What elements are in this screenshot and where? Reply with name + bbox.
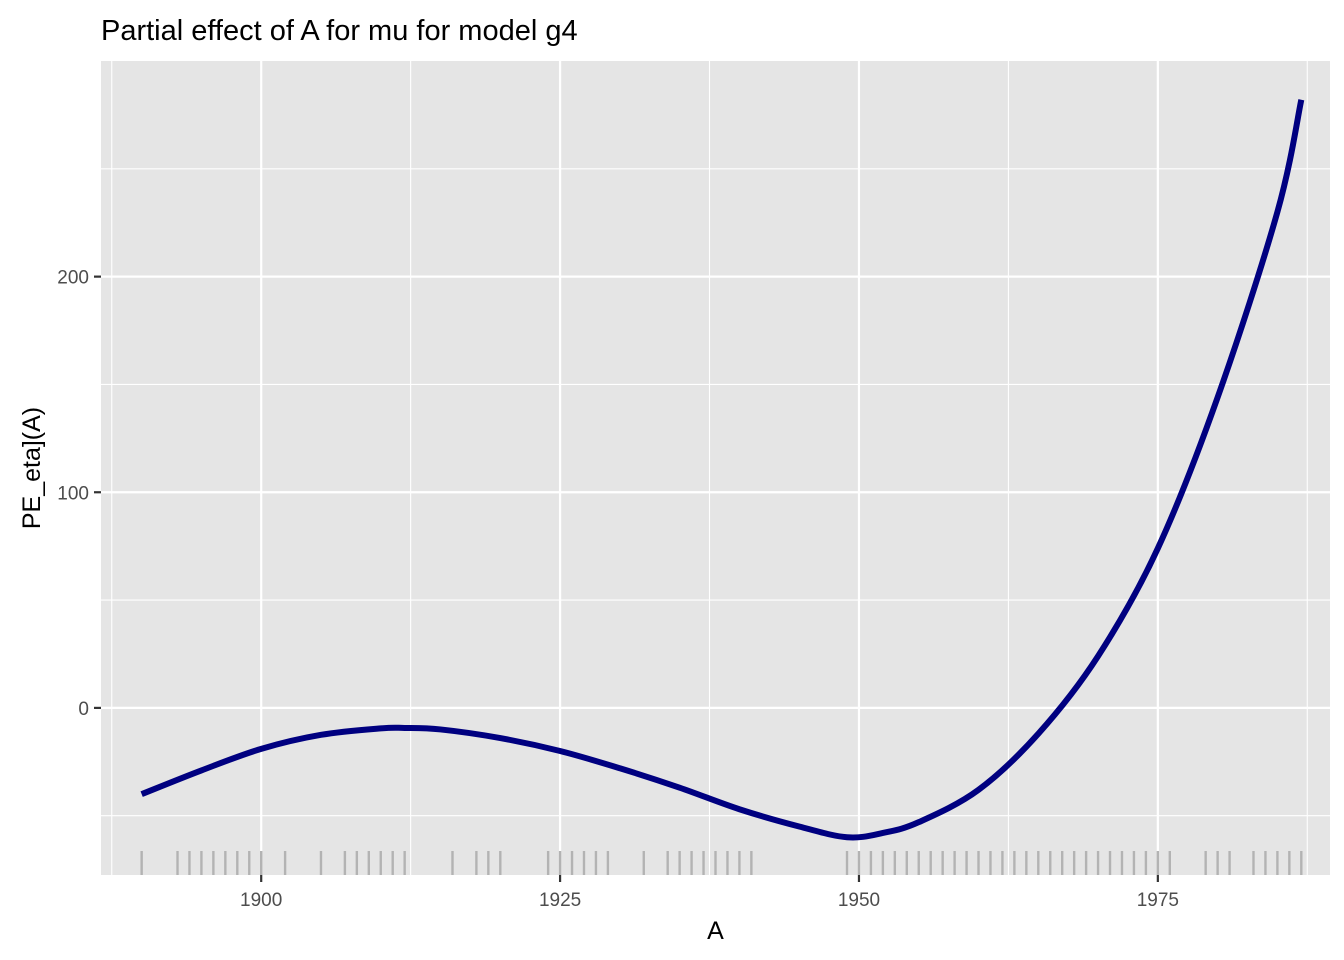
plot-panel: [101, 61, 1330, 875]
minor-gridlines: [101, 61, 1330, 875]
y-axis-title: PE_eta](A): [18, 407, 46, 529]
x-axis: 1900 1925 1950 1975: [240, 875, 1179, 911]
y-axis: 0 100 200: [57, 268, 101, 720]
rug-marks: [140, 851, 1303, 875]
y-tick-label: 200: [57, 268, 89, 289]
x-tick-label: 1900: [240, 890, 282, 911]
x-tick-label: 1950: [838, 890, 880, 911]
major-gridlines: [101, 61, 1330, 875]
x-tick-label: 1925: [539, 890, 581, 911]
y-tick-label: 100: [57, 483, 89, 504]
y-tick-label: 0: [78, 699, 89, 720]
x-tick-label: 1975: [1137, 890, 1179, 911]
chart-title: Partial effect of A for mu for model g4: [101, 15, 578, 47]
effect-line: [140, 99, 1305, 841]
x-axis-title: A: [707, 917, 724, 945]
